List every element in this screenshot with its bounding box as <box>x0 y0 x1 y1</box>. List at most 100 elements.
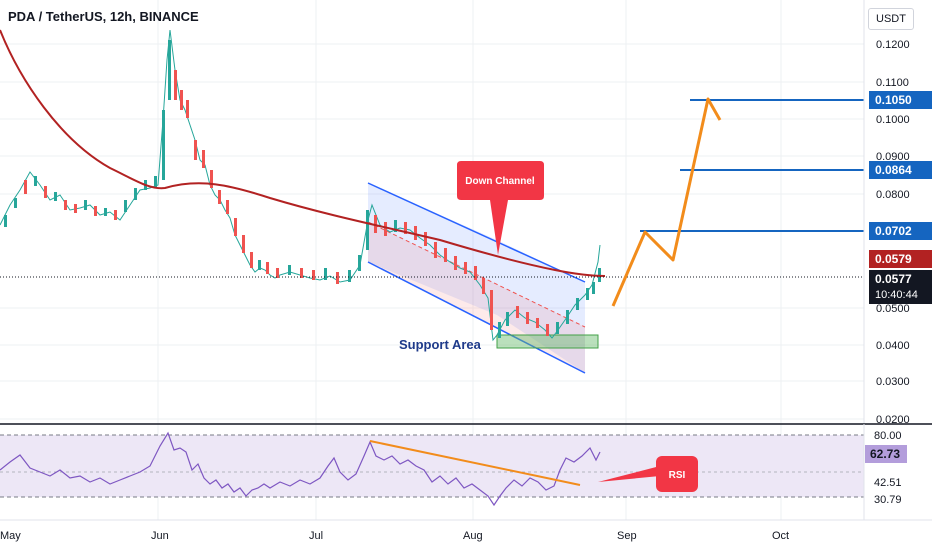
candle <box>366 210 369 250</box>
candle <box>276 268 279 278</box>
candle <box>24 180 27 194</box>
candle <box>258 260 261 270</box>
price-tick: 0.0800 <box>876 189 910 201</box>
rsi-current-badge <box>865 445 907 463</box>
candle <box>312 270 315 280</box>
candle <box>576 298 579 310</box>
currency-button[interactable]: USDT <box>868 8 914 30</box>
support-area-label: Support Area <box>399 337 481 352</box>
candle <box>64 200 67 210</box>
candle <box>324 268 327 280</box>
ma-price-label: 0.0579 <box>869 250 932 268</box>
candle <box>186 100 189 118</box>
price-tick: 0.1200 <box>876 39 910 51</box>
candle <box>154 176 157 188</box>
price-tick: 0.1000 <box>876 114 910 126</box>
candle <box>114 210 117 220</box>
channel-lower-line <box>367 261 586 374</box>
price-tick: 0.0200 <box>876 414 910 426</box>
price-tick: 0.0500 <box>876 303 910 315</box>
candles <box>4 40 601 338</box>
down-channel-label: Down Channel <box>465 176 535 187</box>
support-area-box <box>496 334 599 349</box>
candle <box>474 266 477 280</box>
candle <box>454 256 457 270</box>
rsi-callout <box>656 456 698 492</box>
price-wick-line <box>0 29 601 342</box>
candle <box>210 170 213 188</box>
candle <box>4 215 7 227</box>
symbol-title[interactable]: PDA / TetherUS, 12h, BINANCE <box>8 9 199 24</box>
rsi-tick: 30.79 <box>874 494 902 506</box>
target-price-label-1: 0.0702 <box>869 222 932 240</box>
candle <box>348 270 351 282</box>
candle <box>162 110 165 180</box>
candle <box>54 192 57 201</box>
candle <box>592 282 595 294</box>
candle <box>556 322 559 334</box>
candle <box>336 272 339 284</box>
candle <box>44 186 47 198</box>
rsi-line <box>0 431 601 507</box>
candle <box>394 220 397 232</box>
projection-path <box>611 97 722 307</box>
candle <box>384 222 387 236</box>
candle <box>168 40 171 100</box>
price-tick: 0.0400 <box>876 340 910 352</box>
candle <box>174 70 177 100</box>
candle <box>288 265 291 275</box>
candle <box>250 252 253 268</box>
channel-upper-line <box>367 182 586 283</box>
candle <box>444 248 447 262</box>
candle <box>194 140 197 160</box>
rsi-callout-pointer <box>598 466 660 482</box>
candle <box>358 255 361 271</box>
channel-fill-left <box>368 183 497 315</box>
candle <box>14 198 17 208</box>
candle <box>202 150 205 168</box>
candle <box>526 312 529 324</box>
candle <box>434 242 437 258</box>
rsi-trend-line <box>369 440 581 486</box>
candle <box>180 90 183 110</box>
down-channel-callout <box>457 161 544 255</box>
candle <box>266 262 269 274</box>
last-price-label: 0.0577 <box>869 270 932 288</box>
candle <box>124 200 127 212</box>
candle <box>566 310 569 324</box>
time-tick: Sep <box>617 530 637 542</box>
candle <box>482 278 485 294</box>
candle <box>74 204 77 213</box>
candle <box>414 226 417 240</box>
candle <box>94 206 97 216</box>
rsi-band <box>0 435 864 497</box>
candle <box>34 176 37 186</box>
bar-countdown-label: 10:40:44 <box>869 286 932 304</box>
price-tick: 0.1100 <box>876 77 909 89</box>
candle <box>498 322 501 338</box>
candle <box>506 312 509 326</box>
grid <box>0 0 864 520</box>
candle <box>516 306 519 318</box>
candle <box>234 218 237 236</box>
candle <box>404 222 407 234</box>
candle <box>490 290 493 330</box>
channel-fill-right <box>497 240 585 373</box>
price-tick: 0.0900 <box>876 151 910 163</box>
time-tick: Oct <box>772 530 789 542</box>
candle <box>84 200 87 210</box>
candle <box>374 215 377 233</box>
time-tick: Jul <box>309 530 323 542</box>
time-tick: May <box>0 530 21 542</box>
rsi-tick: 80.00 <box>874 430 902 442</box>
candle <box>536 318 539 328</box>
candle <box>226 200 229 214</box>
target-price-label-2: 0.0864 <box>869 161 932 179</box>
candle <box>134 188 137 200</box>
rsi-callout-label: RSI <box>669 470 686 481</box>
candle <box>218 190 221 204</box>
target-price-label-3: 0.1050 <box>869 91 932 109</box>
rsi-tick: 42.51 <box>874 477 902 489</box>
